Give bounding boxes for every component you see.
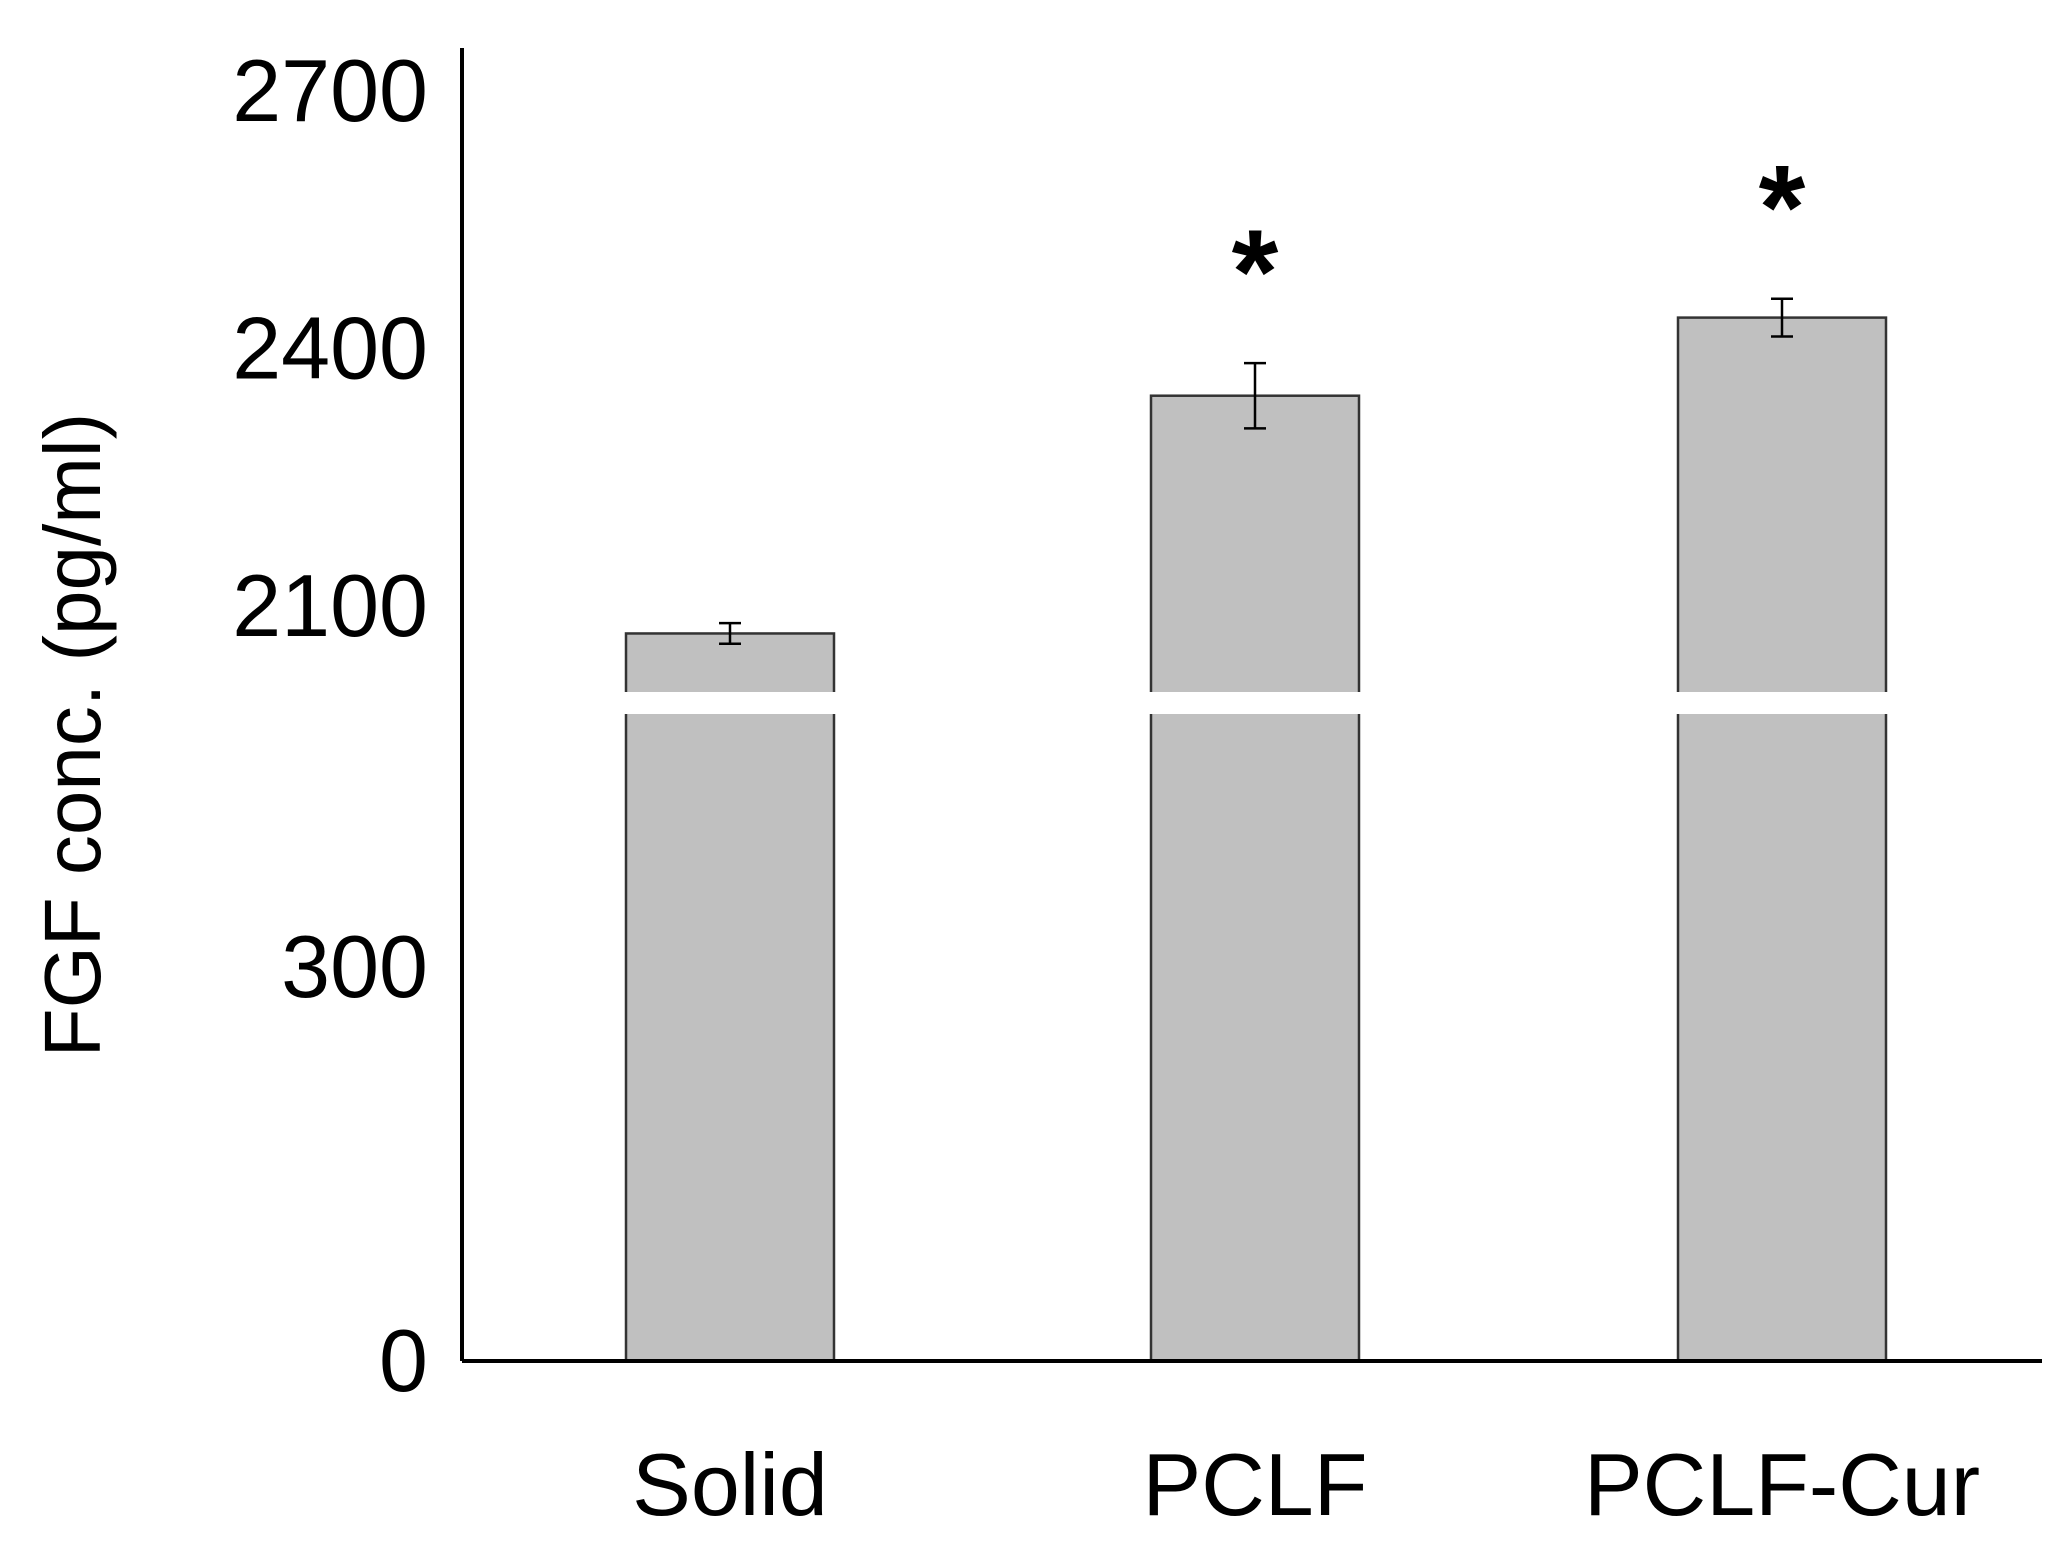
y-tick-label: 2100	[232, 556, 428, 655]
axis-break-gap	[1149, 692, 1361, 714]
axis-break-gap	[624, 692, 836, 714]
bar-solid	[624, 632, 836, 1363]
bar-pclf	[1149, 394, 1361, 1363]
y-tick-label: 300	[281, 917, 428, 1016]
y-tick-label: 0	[379, 1311, 428, 1410]
y-tick-label: 2400	[232, 299, 428, 398]
axis-break-gap	[1676, 692, 1888, 714]
x-category-label: PCLF-Cur	[1584, 1435, 1980, 1534]
x-category-label: PCLF	[1143, 1435, 1368, 1534]
bar-pclf-cur	[1676, 316, 1888, 1363]
significance-marker: *	[1232, 205, 1279, 339]
y-axis-title: FGF conc. (pg/ml)	[28, 413, 117, 1058]
x-category-label: Solid	[632, 1435, 828, 1534]
y-tick-label: 2700	[232, 41, 428, 140]
significance-marker: *	[1759, 141, 1806, 275]
